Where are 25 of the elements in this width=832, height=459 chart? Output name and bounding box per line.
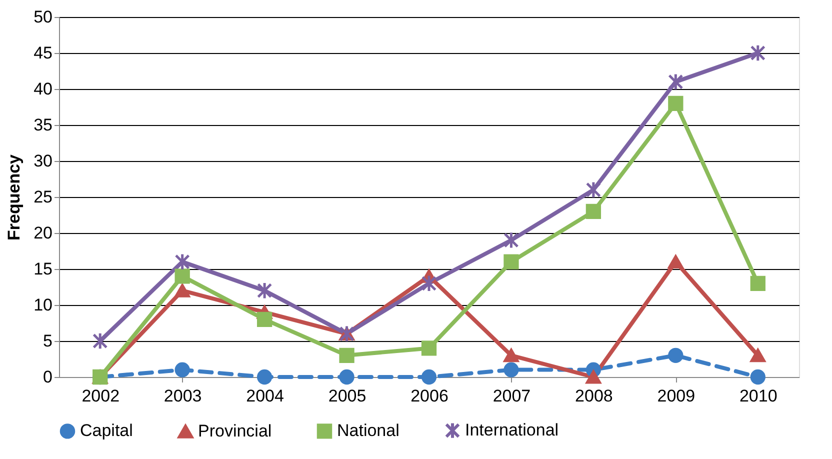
y-tick-label: 50 (34, 8, 52, 26)
x-tick-label: 2007 (492, 386, 531, 406)
y-tick-label: 45 (34, 44, 52, 62)
x-tick-label: 2009 (657, 386, 696, 406)
legend-label: National (337, 421, 400, 440)
y-tick-label: 5 (43, 332, 52, 350)
x-tick-label: 2010 (739, 386, 778, 406)
y-tick-label: 40 (34, 80, 52, 98)
legend-label: Provincial (198, 422, 272, 441)
x-tick-label: 2006 (410, 386, 448, 406)
legend-label: International (465, 420, 559, 440)
x-tick-label: 2004 (246, 386, 284, 406)
y-tick-label: 30 (34, 152, 52, 170)
x-tick-label: 2008 (575, 386, 613, 406)
y-tick-label: 35 (34, 116, 52, 134)
x-tick-label: 2003 (164, 386, 202, 406)
x-tick-label: 2002 (82, 386, 120, 406)
y-tick-label: 0 (43, 368, 52, 386)
legend-label: Capital (80, 421, 133, 440)
y-axis-title: Frequency (4, 154, 24, 240)
y-tick-label: 15 (34, 260, 52, 278)
y-tick-label: 25 (34, 188, 52, 206)
y-tick-label: 20 (34, 224, 52, 242)
y-tick-label: 10 (34, 296, 52, 314)
x-tick-label: 2005 (328, 386, 366, 406)
